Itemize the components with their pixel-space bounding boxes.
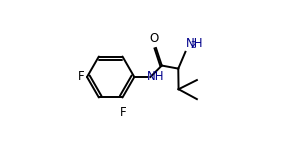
Text: F: F bbox=[78, 71, 84, 83]
Text: NH: NH bbox=[147, 71, 165, 83]
Text: O: O bbox=[150, 32, 159, 45]
Text: 2: 2 bbox=[191, 41, 196, 50]
Text: NH: NH bbox=[186, 36, 203, 50]
Text: F: F bbox=[120, 106, 126, 119]
